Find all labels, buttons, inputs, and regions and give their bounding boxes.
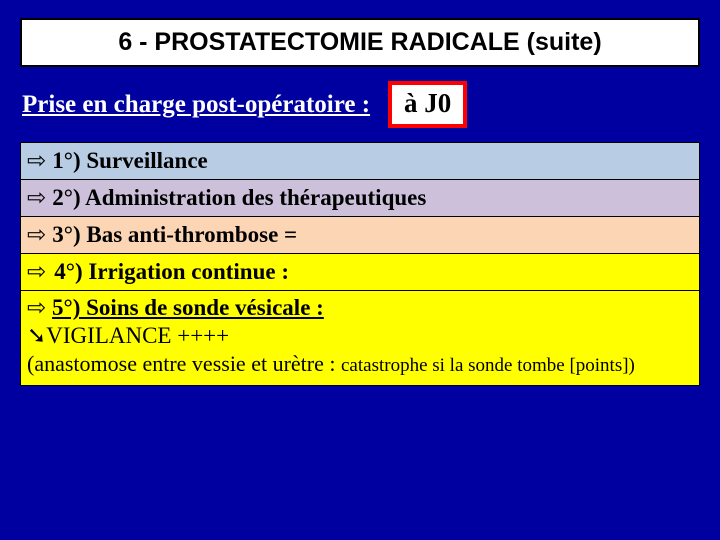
block5-header: 5°) Soins de sonde vésicale : (52, 295, 324, 320)
list-item: ⇨ 3°) Bas anti-thrombose = (21, 217, 699, 254)
note-small: catastrophe si la sonde tombe [points]) (341, 355, 635, 376)
arrow-icon: ⇨ (27, 221, 46, 248)
day-badge: à J0 (388, 81, 467, 128)
arrow-icon: ⇨ (27, 295, 46, 320)
day-badge-text: à J0 (404, 88, 451, 118)
care-list: ⇨ 1°) Surveillance ⇨ 2°) Administration … (20, 142, 700, 386)
list-item-block: ⇨ 5°) Soins de sonde vésicale : ➘VIGILAN… (21, 291, 699, 385)
block5-header-line: ⇨ 5°) Soins de sonde vésicale : (27, 295, 689, 321)
block5-vigilance-line: ➘VIGILANCE ++++ (27, 323, 689, 349)
arrow-icon: ⇨ (27, 147, 46, 174)
subheading-row: Prise en charge post-opératoire : à J0 (22, 81, 698, 128)
list-item-text: 3°) Bas anti-thrombose = (52, 222, 297, 248)
list-item: ⇨ 2°) Administration des thérapeutiques (21, 180, 699, 217)
list-item-text: 1°) Surveillance (52, 148, 208, 174)
title-box: 6 - PROSTATECTOMIE RADICALE (suite) (20, 18, 700, 67)
down-arrow-icon: ➘ (27, 323, 46, 348)
arrow-icon: ⇨ (27, 184, 46, 211)
vigilance-text: VIGILANCE ++++ (46, 323, 229, 348)
list-item-text: 2°) Administration des thérapeutiques (52, 185, 426, 211)
note-main: (anastomose entre vessie et urètre : (27, 351, 341, 376)
list-item-text: 4°) Irrigation continue : (54, 259, 289, 285)
list-item: ⇨ 1°) Surveillance (21, 143, 699, 180)
subheading: Prise en charge post-opératoire : (22, 91, 370, 119)
block5-note: (anastomose entre vessie et urètre : cat… (27, 351, 689, 377)
list-item: ⇨ 4°) Irrigation continue : (21, 254, 699, 291)
arrow-icon: ⇨ (27, 258, 46, 285)
title-text: 6 - PROSTATECTOMIE RADICALE (suite) (118, 28, 601, 56)
